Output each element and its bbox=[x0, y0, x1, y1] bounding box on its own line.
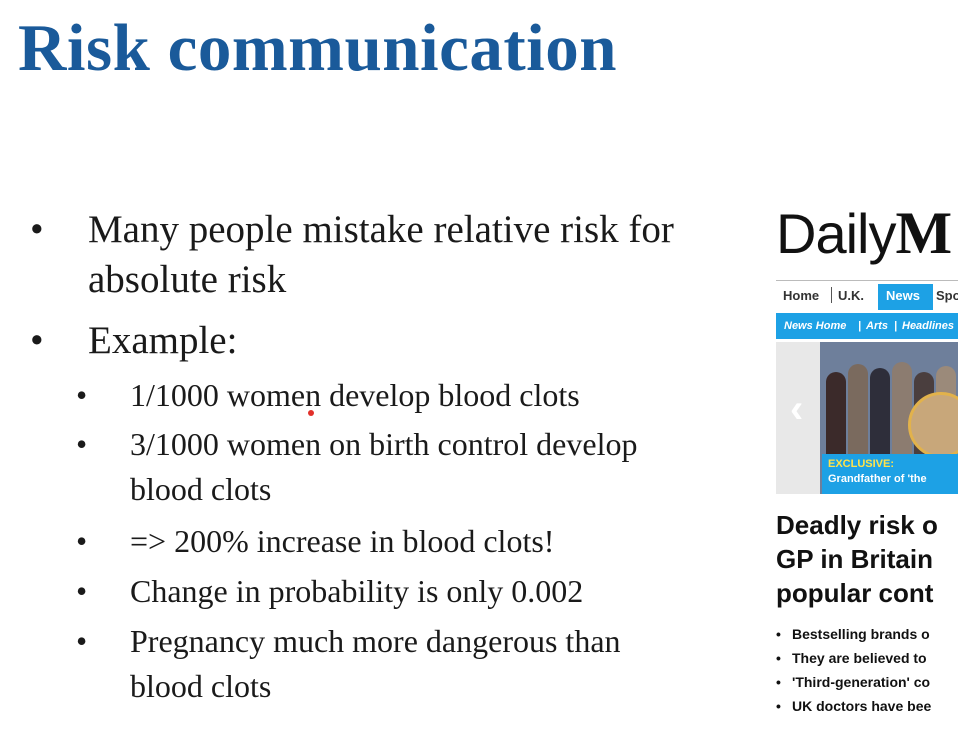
news-bullet-text: They are believed to bbox=[792, 650, 927, 666]
news-bullet: • Bestselling brands o bbox=[776, 626, 930, 642]
sub-bullet-5-line-2: blood clots bbox=[130, 668, 272, 704]
news-bullet-text: 'Third-generation' co bbox=[792, 674, 931, 690]
photo-figure bbox=[870, 368, 890, 472]
nav-uk: U.K. bbox=[838, 288, 864, 303]
newspaper-screenshot: DailyM Home U.K. News Spo News Home | Ar… bbox=[768, 190, 958, 740]
logo-mark: M bbox=[895, 200, 952, 266]
sub-bullet-marker: • bbox=[76, 523, 88, 559]
newspaper-logo: DailyM bbox=[776, 198, 952, 269]
sub-bullet-marker: • bbox=[76, 573, 88, 609]
bullet-1-line-2: absolute risk bbox=[88, 258, 287, 301]
news-bullet: • 'Third-generation' co bbox=[776, 674, 931, 690]
bullet-1-line-1: Many people mistake relative risk for bbox=[88, 208, 674, 251]
subnav-news-home: News Home bbox=[784, 320, 847, 332]
sub-bullet-4: Change in probability is only 0.002 bbox=[130, 573, 584, 609]
subnav-divider: | bbox=[894, 320, 898, 332]
inset-portrait bbox=[908, 392, 958, 458]
news-photo: ‹ EXCLUSIVE: Grandfather of 'the bbox=[776, 342, 958, 494]
sub-bullet-5-line-1: Pregnancy much more dangerous than bbox=[130, 623, 621, 659]
sub-bullet-2-line-2: blood clots bbox=[130, 471, 272, 507]
sub-bullet-marker: • bbox=[76, 426, 88, 462]
newspaper-nav: Home U.K. News Spo bbox=[776, 280, 958, 316]
sub-bullet-marker: • bbox=[76, 377, 88, 413]
nav-news-active: News bbox=[878, 284, 933, 310]
sub-bullet-marker: • bbox=[76, 623, 88, 659]
caption-text: Grandfather of 'the bbox=[828, 473, 927, 485]
photo-caption: EXCLUSIVE: Grandfather of 'the bbox=[822, 454, 958, 494]
news-headline: Deadly risk o GP in Britain popular cont bbox=[776, 508, 958, 610]
slide-title: Risk communication bbox=[18, 11, 618, 85]
news-bullet: • They are believed to bbox=[776, 650, 927, 666]
news-bullet-text: Bestselling brands o bbox=[792, 626, 930, 642]
caption-label: EXCLUSIVE: bbox=[828, 458, 895, 470]
news-bullet: • UK doctors have bee bbox=[776, 698, 932, 714]
chevron-left-icon: ‹ bbox=[790, 387, 804, 431]
logo-text: Daily bbox=[776, 202, 896, 265]
laser-pointer-dot bbox=[308, 410, 314, 416]
photo-figure bbox=[848, 364, 868, 472]
news-bullets: • Bestselling brands o • They are believed… bbox=[776, 622, 958, 718]
headline-line-2: GP in Britain bbox=[776, 544, 933, 574]
headline-line-3: popular cont bbox=[776, 578, 934, 608]
photo-figure bbox=[892, 362, 912, 472]
bullet-marker: • bbox=[30, 319, 44, 362]
sub-bullet-2-line-1: 3/1000 women on birth control develop bbox=[130, 426, 638, 462]
photo-figure bbox=[826, 372, 846, 472]
nav-news-label: News bbox=[886, 288, 920, 303]
news-bullet-text: UK doctors have bee bbox=[792, 698, 932, 714]
subnav-arts: Arts bbox=[866, 320, 889, 332]
bullet-2-line-1: Example: bbox=[88, 319, 238, 362]
nav-home: Home bbox=[783, 288, 820, 303]
sub-bullet-3: => 200% increase in blood clots! bbox=[130, 523, 555, 559]
bullet-marker: • bbox=[30, 208, 44, 251]
subnav-divider: | bbox=[858, 320, 862, 332]
sub-bullet-1: 1/1000 women develop blood clots bbox=[130, 377, 580, 413]
nav-divider bbox=[831, 287, 832, 303]
subnav-headlines: Headlines bbox=[902, 320, 954, 332]
nav-sport: Spo bbox=[936, 288, 958, 303]
headline-line-1: Deadly risk o bbox=[776, 510, 938, 540]
newspaper-subnav: News Home | Arts | Headlines bbox=[776, 315, 958, 339]
